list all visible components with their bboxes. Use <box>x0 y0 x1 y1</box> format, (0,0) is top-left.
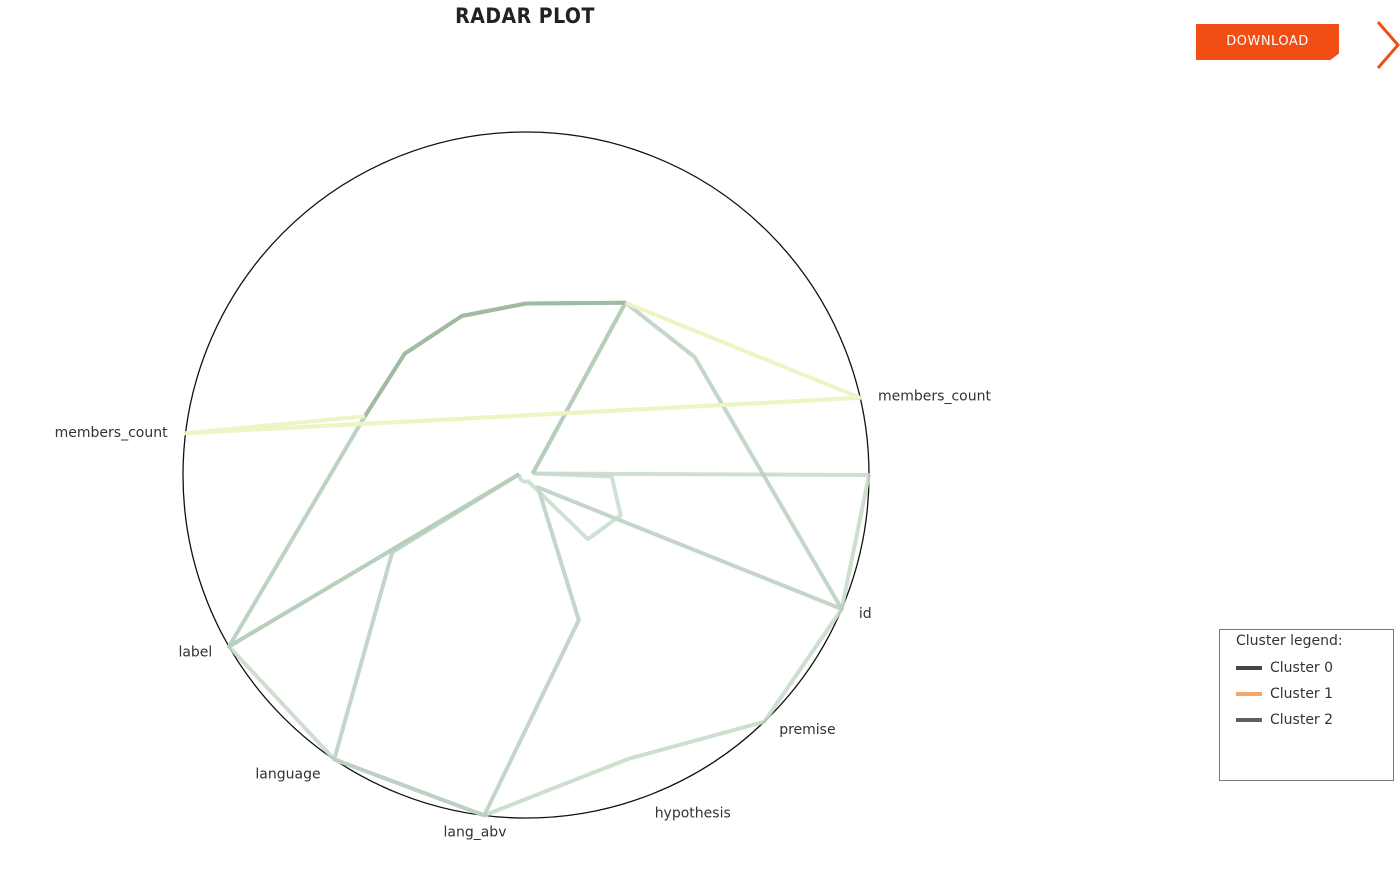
axis-label-0: members_count <box>878 389 991 405</box>
legend-item-cluster-1: Cluster 1 <box>1236 684 1333 704</box>
series-line-6 <box>183 395 861 436</box>
axis-label-1: id <box>859 606 872 622</box>
series-line-1 <box>332 300 844 818</box>
legend-label: Cluster 1 <box>1270 686 1334 702</box>
download-button[interactable]: DOWNLOAD <box>1196 24 1339 60</box>
axis-label-3: hypothesis <box>655 806 731 822</box>
axis-label-6: label <box>178 645 212 661</box>
legend-label: Cluster 2 <box>1270 712 1334 728</box>
series-layer <box>183 300 871 818</box>
chart-title: RADAR PLOT <box>455 4 595 28</box>
legend-title: Cluster legend: <box>1236 633 1343 649</box>
axis-label-7: members_count <box>55 425 168 441</box>
axis-label-2: premise <box>779 722 835 738</box>
legend-label: Cluster 0 <box>1270 660 1334 676</box>
axis-label-5: language <box>255 767 320 783</box>
legend-swatch <box>1236 692 1262 696</box>
series-line-4 <box>363 300 626 418</box>
legend-swatch <box>1236 666 1262 670</box>
legend-item-cluster-0: Cluster 0 <box>1236 658 1333 678</box>
legend-swatch <box>1236 718 1262 722</box>
legend-item-cluster-2: Cluster 2 <box>1236 710 1333 730</box>
axis-label-4: lang_abv <box>444 824 507 840</box>
series-line-0 <box>227 471 871 818</box>
chevron-right-icon[interactable] <box>1372 18 1400 72</box>
series-line-2 <box>517 471 623 542</box>
cluster-legend: Cluster legend: Cluster 0 Cluster 1 Clus… <box>1219 629 1394 781</box>
